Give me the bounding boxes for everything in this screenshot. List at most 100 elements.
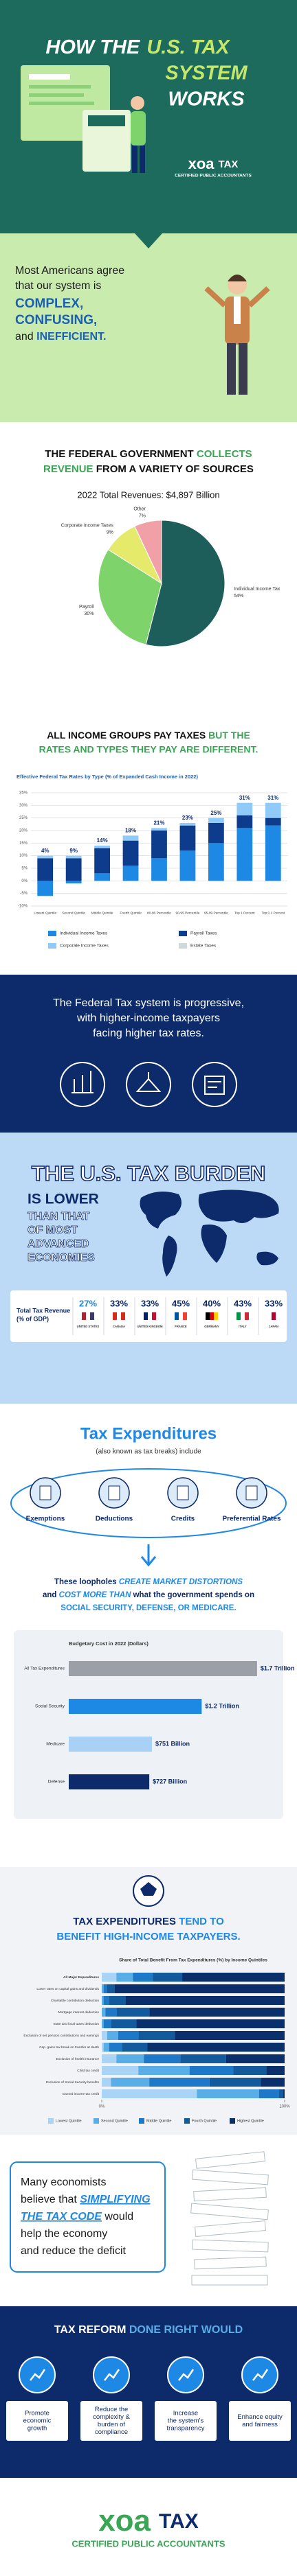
bar-segment: [37, 855, 54, 859]
pie-value: 9%: [107, 530, 113, 535]
logo-tagline: CERTIFIED PUBLIC ACCOUNTANTS: [175, 174, 252, 178]
pie-label: Payroll: [79, 605, 94, 610]
country-value: 27%: [79, 1298, 97, 1308]
bar-segment: [122, 2043, 148, 2052]
bar-segment: [102, 2019, 104, 2028]
text-part: COST MORE THAN: [59, 1591, 131, 1599]
bar-segment: [180, 2054, 226, 2063]
text-part: TEND TO: [179, 1916, 224, 1927]
burden-bg: [0, 1133, 297, 1404]
bar-segment: [111, 2078, 150, 2087]
intro-illustration: [204, 275, 270, 395]
intro-line: Most Americans agree: [15, 265, 124, 277]
bar-segment: [261, 2078, 285, 2087]
flag-stripe: [86, 1312, 90, 1320]
bar-segment: [102, 2008, 106, 2017]
bar-segment: [236, 802, 253, 815]
person-leg: [140, 146, 145, 173]
total-label: 31%: [239, 795, 250, 801]
footer-bg: [0, 2478, 297, 2576]
text-part: THE TAX CODE: [21, 2211, 102, 2223]
icon-circle: [60, 1062, 105, 1107]
reform-label: Enhance equity: [237, 2413, 283, 2421]
legend-swatch: [179, 943, 187, 949]
man-arm: [248, 286, 270, 308]
economists-line: and reduce the deficit: [21, 2245, 126, 2257]
intro-emphasis: CONFUSING,: [15, 313, 97, 327]
map-eurasia: [198, 1190, 279, 1223]
country-value: 33%: [141, 1298, 159, 1308]
progressive-line: facing higher tax rates.: [93, 1028, 204, 1039]
bar-segment: [122, 840, 139, 866]
item-label: Deductions: [96, 1516, 133, 1523]
bar-segment: [103, 2019, 111, 2028]
paper: [191, 2275, 268, 2286]
flag-stripe: [206, 1312, 210, 1320]
pie-slice: [134, 520, 162, 584]
bar-segment: [208, 823, 224, 844]
header-illustration: [21, 65, 146, 173]
bar-segment: [208, 843, 224, 881]
chart-title: Share of Total Benefit From Tax Expendit…: [119, 1958, 267, 1963]
bar-segment: [266, 2066, 285, 2075]
note-line: SOCIAL SECURITY, DEFENSE, OR MEDICARE.: [60, 1604, 236, 1612]
legend-label: Corporate Income Taxes: [60, 944, 109, 949]
bar-segment: [65, 881, 82, 883]
bar-segment: [109, 2043, 122, 2052]
category-label: Social Security: [35, 1704, 65, 1709]
notch: [135, 233, 162, 248]
reform-label: and fairness: [242, 2421, 278, 2428]
value-label: $751 Billion: [155, 1740, 190, 1747]
bar-segment: [122, 835, 139, 841]
man-shirt: [234, 297, 241, 324]
board-line: [29, 85, 91, 89]
x-tick-label: Second Quintile: [62, 911, 85, 915]
bar: [69, 1774, 150, 1789]
text-part: BUT THE: [208, 730, 250, 741]
text-part: would: [102, 2211, 133, 2223]
flag-stripe: [245, 1312, 249, 1320]
flag-stripe: [82, 1312, 86, 1320]
progressive-line: with higher-income taxpayers: [76, 1012, 220, 1024]
bar-segment: [122, 866, 139, 881]
text-part: TAX EXPENDITURES: [73, 1916, 179, 1927]
legend-swatch: [48, 943, 56, 949]
progressive-line: The Federal Tax system is progressive,: [53, 997, 244, 1009]
y-tick-label: 5%: [21, 867, 28, 871]
paper: [190, 2203, 269, 2220]
board-line: [29, 74, 70, 80]
logo: xoa TAX: [188, 155, 239, 172]
chart-title: 2022 Total Revenues: $4,897 Billion: [77, 489, 219, 500]
bar-segment: [102, 2054, 117, 2063]
person-body: [131, 111, 146, 146]
y-tick-label: 20%: [19, 829, 28, 833]
intro-bg: [0, 233, 297, 422]
reform-label-box: [80, 2401, 142, 2441]
reform-icon-glyph: [252, 2369, 269, 2381]
text-part: TAX REFORM: [54, 2324, 129, 2336]
bar-segment: [209, 2078, 261, 2087]
world-map: [140, 1190, 279, 1277]
seal-eagle: [140, 1882, 157, 1896]
item-label: Preferential Rates: [222, 1516, 280, 1523]
flag-stripe: [90, 1312, 94, 1320]
icon-doc: [204, 1076, 225, 1095]
country-name: FRANCE: [175, 1325, 187, 1328]
bar-segment: [133, 1973, 153, 1982]
section-heading: BENEFIT HIGH-INCOME TAXPAYERS.: [56, 1931, 240, 1942]
bar-segment: [197, 2089, 259, 2098]
expenditures-title: Tax Expenditures: [80, 1424, 217, 1443]
bar-segment: [226, 2054, 285, 2063]
x-tick-label: Top 0.1 Percent: [261, 911, 285, 915]
category-label: State and local taxes deduction: [53, 2022, 99, 2026]
value-label: $1.2 Trillion: [205, 1702, 239, 1709]
bar-segment: [103, 2043, 109, 2052]
legend-label: Estate Taxes: [190, 944, 217, 949]
economists-line: THE TAX CODE would: [21, 2211, 133, 2223]
item-icon-doc: [245, 1485, 258, 1500]
intro-line: and INEFFICIENT.: [15, 331, 106, 343]
text-part: INEFFICIENT.: [36, 331, 106, 343]
board-line: [29, 93, 84, 97]
title-line: SYSTEM: [165, 62, 248, 84]
section-heading: THE FEDERAL GOVERNMENT COLLECTS: [45, 448, 252, 460]
